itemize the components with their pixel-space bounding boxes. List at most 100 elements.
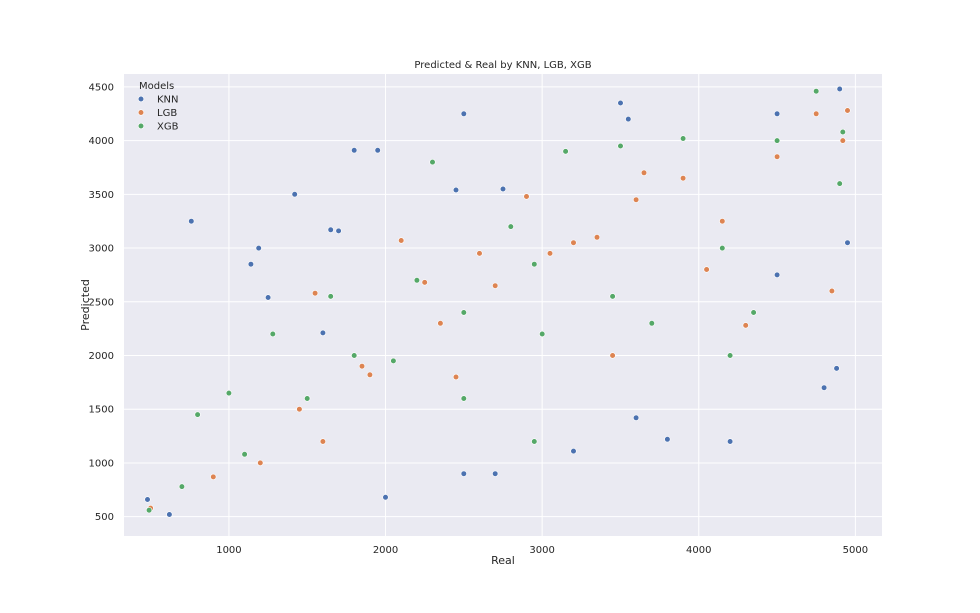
- data-point: [546, 250, 554, 257]
- data-point: [570, 448, 577, 455]
- data-point: [609, 352, 616, 359]
- data-point: [452, 373, 460, 381]
- data-point: [632, 196, 640, 203]
- data-point: [476, 250, 483, 257]
- chart-title: Predicted & Real by KNN, LGB, XGB: [414, 60, 591, 71]
- data-point: [241, 451, 248, 458]
- data-point: [194, 411, 201, 418]
- data-point: [617, 99, 624, 107]
- grid-lines: [124, 74, 882, 536]
- data-point: [836, 180, 843, 187]
- x-axis-ticks: 1000 2000 3000 4000 5000: [216, 545, 868, 556]
- data-point: [319, 438, 327, 445]
- data-point: [625, 115, 632, 123]
- data-point: [351, 352, 358, 359]
- data-point: [679, 135, 687, 142]
- data-point: [296, 406, 303, 413]
- x-tick-label: 1000: [216, 545, 241, 556]
- data-points: [144, 85, 851, 518]
- legend-marker: [137, 95, 145, 103]
- data-point: [265, 294, 272, 301]
- data-point: [312, 290, 319, 297]
- data-point: [609, 293, 616, 300]
- data-point: [460, 110, 467, 117]
- data-point: [492, 470, 499, 477]
- legend-label: XGB: [157, 122, 179, 133]
- data-point: [499, 185, 507, 193]
- data-point: [773, 153, 781, 160]
- data-point: [382, 494, 389, 501]
- data-point: [452, 186, 460, 194]
- legend-title: Models: [139, 81, 174, 92]
- y-tick-label: 4000: [89, 136, 114, 147]
- y-axis-title: Predicted: [79, 279, 92, 331]
- y-tick-label: 4500: [89, 82, 114, 93]
- y-axis-ticks: 500 1000 1500 2000 2500 3000 3500 4000 4500: [89, 82, 114, 523]
- data-point: [166, 511, 173, 518]
- data-point: [358, 363, 366, 370]
- series-lgb: [147, 107, 851, 512]
- y-tick-label: 2000: [89, 351, 114, 362]
- legend-label: LGB: [157, 108, 177, 119]
- data-point: [492, 282, 499, 289]
- plot-background: [124, 74, 882, 536]
- data-point: [726, 438, 734, 445]
- data-point: [820, 384, 828, 391]
- data-point: [570, 239, 577, 246]
- data-point: [719, 245, 726, 252]
- data-point: [460, 309, 467, 316]
- data-point: [773, 110, 781, 117]
- data-point: [593, 234, 601, 241]
- y-tick-label: 3000: [89, 244, 114, 255]
- y-tick-label: 3500: [89, 190, 114, 201]
- legend-marker: [137, 122, 145, 130]
- data-point: [225, 390, 232, 397]
- data-point: [247, 261, 254, 268]
- data-point: [539, 330, 546, 338]
- legend-marker: [137, 109, 145, 116]
- data-point: [773, 271, 781, 279]
- legend: Models KNN LGB XGB: [137, 81, 179, 133]
- y-tick-label: 1000: [89, 458, 114, 469]
- data-point: [188, 218, 195, 225]
- data-point: [813, 110, 820, 117]
- data-point: [351, 147, 358, 154]
- data-point: [742, 322, 749, 329]
- data-point: [833, 365, 840, 372]
- data-point: [839, 137, 846, 144]
- data-point: [617, 142, 624, 150]
- data-point: [146, 507, 153, 514]
- data-point: [374, 147, 381, 154]
- data-point: [413, 277, 421, 284]
- legend-items: KNN LGB XGB: [137, 95, 179, 133]
- data-point: [750, 309, 757, 316]
- data-point: [210, 473, 217, 481]
- data-point: [319, 329, 327, 337]
- data-point: [648, 320, 655, 327]
- data-point: [531, 261, 538, 268]
- data-point: [291, 191, 298, 198]
- data-point: [398, 237, 405, 244]
- legend-label: KNN: [157, 95, 179, 106]
- data-point: [679, 175, 687, 182]
- data-point: [366, 371, 374, 378]
- data-point: [703, 266, 710, 273]
- data-point: [773, 137, 781, 144]
- data-point: [421, 279, 428, 286]
- data-point: [844, 107, 851, 114]
- data-point: [836, 85, 843, 93]
- data-point: [719, 218, 726, 225]
- y-tick-label: 1500: [89, 405, 114, 416]
- data-point: [562, 148, 569, 155]
- y-tick-label: 2500: [89, 297, 114, 308]
- data-point: [144, 496, 151, 503]
- plot-area: [124, 74, 882, 536]
- data-point: [257, 459, 264, 467]
- x-tick-label: 2000: [373, 545, 398, 556]
- y-tick-label: 500: [95, 512, 114, 523]
- data-point: [304, 395, 311, 402]
- x-axis-title: Real: [491, 554, 515, 567]
- data-point: [460, 470, 467, 477]
- data-point: [390, 357, 397, 365]
- data-point: [844, 239, 851, 246]
